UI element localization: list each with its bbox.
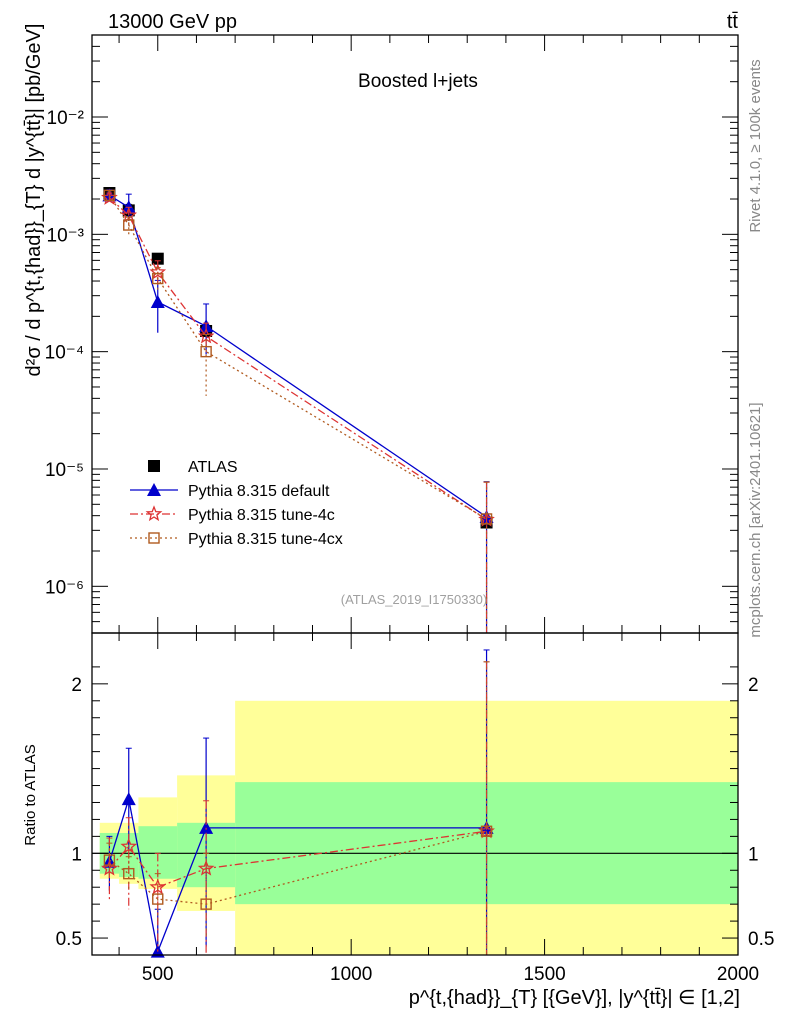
legend-label: Pythia 8.315 tune-4c: [188, 507, 335, 524]
ratio-point: [121, 792, 136, 806]
legend: ATLAS Pythia 8.315 default Pythia 8.315 tu…: [130, 459, 343, 548]
legend-label: Pythia 8.315 default: [188, 483, 330, 500]
ratio-frame: [91, 632, 739, 956]
ratio-point: [197, 859, 215, 876]
legend-label: ATLAS: [188, 459, 238, 476]
header-energy-label: 13000 GeV pp: [108, 11, 237, 33]
data-point: [200, 345, 212, 358]
y-axis-label-ratio: Ratio to ATLAS: [22, 744, 39, 845]
data-point: [151, 252, 164, 265]
y-tick-label: 10⁻²: [47, 108, 85, 129]
data-point: [152, 272, 164, 285]
ratio-series-line: [108, 830, 487, 888]
mcplots-label: mcplots.cern.ch [arXiv:2401.10621]: [747, 402, 764, 637]
data-point: [123, 219, 135, 231]
data-point: [150, 295, 165, 309]
ratio-point: [120, 837, 138, 854]
data-point: [480, 513, 493, 525]
x-tick-label: 500: [142, 964, 174, 985]
ratio-y-tick-label-right: 0.5: [748, 929, 774, 950]
header-process-label: tt̄: [727, 11, 739, 33]
x-tick-label: 1000: [330, 964, 372, 985]
ratio-y-tick-label: 0.5: [56, 929, 82, 950]
x-axis-label: p^{t,{had}}_{T} [{GeV}], |y^{tt̄}| ∈ [1,…: [409, 987, 740, 1009]
ratio-point: [199, 820, 214, 834]
ratio-point: [100, 859, 118, 876]
axes-ticks: 10⁻⁶ 10⁻⁵ 10⁻⁴ 10⁻³ 10⁻² 0.5 0.5 1 1 2 2 500 1000 150…: [45, 34, 774, 985]
legend-label: Pythia 8.315 tune-4cx: [188, 531, 343, 548]
series-line: [108, 197, 487, 521]
legend-marker: [147, 483, 161, 496]
ratio-point: [123, 867, 135, 880]
analysis-watermark: (ATLAS_2019_I1750330): [341, 592, 487, 607]
ratio-series-line: [109, 830, 487, 905]
legend-marker: [148, 532, 160, 544]
ratio-point: [200, 898, 212, 910]
series-line: [108, 194, 487, 520]
legend-marker: [145, 505, 163, 522]
y-tick-label: 10⁻³: [47, 225, 85, 246]
rivet-label: Rivet 4.1.0, ≥ 100k events: [747, 59, 764, 232]
ratio-y-tick-label: 1: [71, 844, 82, 865]
data-point: [103, 189, 116, 202]
x-tick-label: 2000: [717, 964, 759, 985]
y-tick-label: 10⁻⁶: [45, 577, 84, 598]
ratio-point: [103, 854, 116, 866]
series-marks: [100, 187, 495, 958]
y-axis-label-main: d²σ / d p^{t,{had}}_{T} d |y^{tt̄}| [pb/…: [23, 24, 45, 377]
chart-title: Boosted l+jets: [358, 71, 478, 92]
x-tick-label: 1500: [523, 964, 565, 985]
ratio-y-tick-label-right: 2: [748, 675, 759, 696]
series-line: [109, 194, 487, 518]
y-tick-label: 10⁻⁵: [45, 460, 84, 481]
data-point: [197, 327, 215, 344]
ratio-point: [480, 825, 493, 837]
y-tick-label: 10⁻⁴: [45, 343, 84, 364]
axes-frames: [91, 34, 739, 956]
legend-marker: [148, 460, 160, 472]
ratio-y-tick-label: 2: [71, 675, 82, 696]
ratio-point: [152, 893, 164, 905]
ratio-y-tick-label-right: 1: [748, 844, 759, 865]
